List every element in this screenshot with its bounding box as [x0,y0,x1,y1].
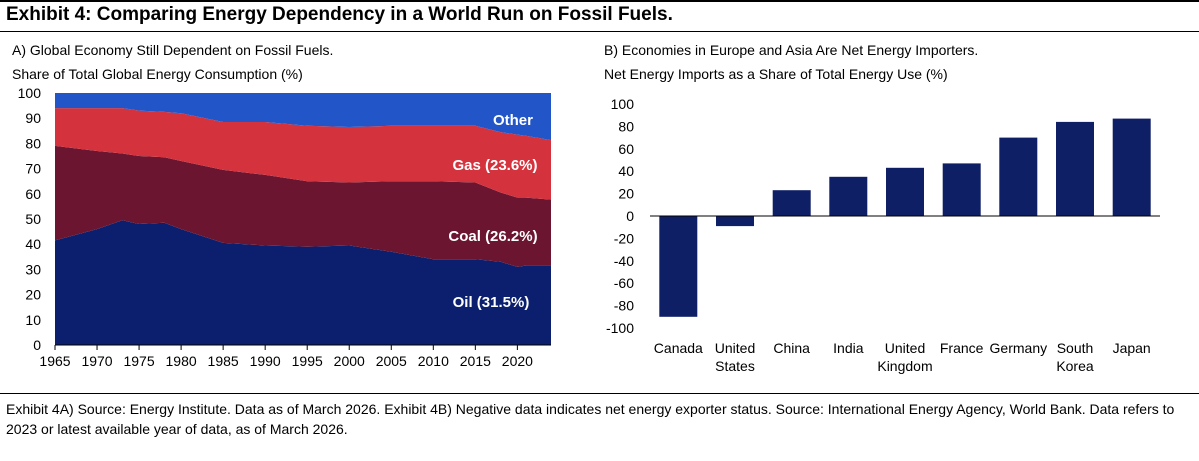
panel-a-xtick: 2010 [418,353,449,369]
panel-b-ytick: -60 [614,275,634,291]
panel-a-xtick: 1980 [166,353,197,369]
panel-a-ytick: 10 [25,312,41,328]
panel-b-category-label: France [940,340,984,356]
panel-b-title: B) Economies in Europe and Asia Are Net … [604,42,979,58]
panel-b-category-label: India [833,340,864,356]
category-label-line: Germany [990,340,1048,356]
area-gas [55,108,551,200]
panel-b-ytick: -20 [614,230,634,246]
panel-b-subtitle: Net Energy Imports as a Share of Total E… [604,66,948,82]
panel-a-ytick: 50 [25,211,41,227]
area-oil [55,220,551,345]
bar-south-korea [1056,121,1094,216]
oil-label: Oil (31.5%) [453,294,530,311]
panel-a-ytick: 80 [25,135,41,151]
bar-japan [1112,118,1151,216]
panel-a-ytick: 60 [25,186,41,202]
bar-germany [999,137,1038,216]
footer-rule [0,393,1199,394]
panel-a-ytick: 30 [25,261,41,277]
panel-b-category-label: Germany [990,340,1048,356]
panel-a-xtick: 2005 [376,353,407,369]
panel-b-ytick: 40 [618,163,634,179]
category-label-line: States [715,358,755,374]
panel-a-xtick: 1995 [292,353,323,369]
panel-a-ytick: 70 [25,161,41,177]
category-label-line: India [833,340,864,356]
panel-b-ytick: -40 [614,253,634,269]
source-note: Exhibit 4A) Source: Energy Institute. Da… [6,401,1175,437]
panel-b-ytick: 0 [626,208,634,224]
category-label-line: South [1057,340,1094,356]
panel-a-xtick: 1975 [123,353,154,369]
gas-label: Gas (23.6%) [452,157,537,174]
category-label-line: United [885,340,925,356]
panel-a-ytick: 90 [25,110,41,126]
bar-united-states [716,216,754,227]
area-coal [55,145,551,267]
panel-b-ytick: -100 [606,320,634,336]
bar-china [772,190,811,216]
top-rule [0,0,1199,2]
panel-b-category-label: Japan [1113,340,1151,356]
bar-india [829,176,868,216]
panel-a-title: A) Global Economy Still Dependent on Fos… [12,42,334,58]
category-label-line: Korea [1056,358,1094,374]
panel-a-ytick: 40 [25,236,41,252]
category-label-line: United [715,340,755,356]
panel-b-ytick: 20 [618,186,634,202]
bar-united-kingdom [886,167,924,216]
category-label-line: Canada [654,340,703,356]
panel-a-ytick: 100 [18,85,42,101]
area-other [55,93,551,141]
panel-b-category-label: United States [715,340,755,374]
panel-b-category-label: South Korea [1056,340,1094,374]
panel-a-xtick: 1985 [208,353,239,369]
panel-a-xtick: 1965 [39,353,70,369]
panel-b-category-label: United Kingdom [877,340,932,374]
charts-canvas: 0 10 20 30 40 50 60 70 80 90 100 1965 1970 1975 1980 19… [18,85,1160,374]
category-label-line: China [773,340,810,356]
panel-a-xtick: 2020 [502,353,533,369]
panel-a-xtick: 2015 [460,353,491,369]
panel-a-xtick: 2000 [334,353,365,369]
bar-france [942,163,981,216]
panel-b-category-label: China [773,340,810,356]
panel-b-category-label: Canada [654,340,703,356]
panel-b-ytick: 60 [618,141,634,157]
category-label-line: Japan [1113,340,1151,356]
panel-a-ytick: 20 [25,287,41,303]
other-label: Other [493,112,533,129]
coal-label: Coal (26.2%) [448,228,537,245]
category-label-line: Kingdom [877,358,932,374]
title-rule [0,31,1199,32]
panel-a-ytick: 0 [33,337,41,353]
panel-b-ytick: -80 [614,298,634,314]
panel-a-xtick: 1990 [250,353,281,369]
bar-canada [659,216,698,317]
exhibit-title: Exhibit 4: Comparing Energy Dependency i… [6,4,673,25]
panel-b-ytick: 100 [611,96,635,112]
panel-a-subtitle: Share of Total Global Energy Consumption… [12,66,303,82]
panel-a-xtick: 1970 [81,353,112,369]
panel-b-ytick: 80 [618,118,634,134]
category-label-line: France [940,340,984,356]
